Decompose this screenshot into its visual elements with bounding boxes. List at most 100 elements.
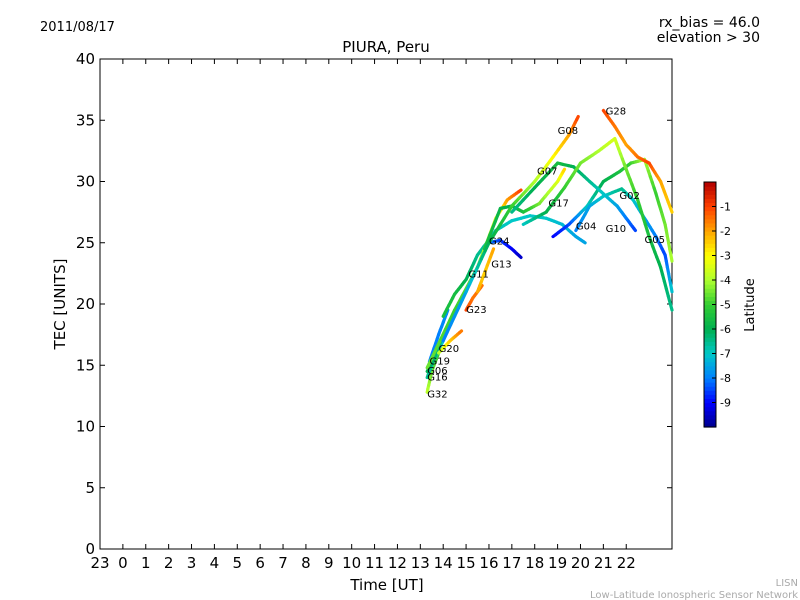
x-tick-label: 23	[90, 554, 109, 572]
colorbar-band	[704, 378, 716, 383]
x-tick-label: 0	[118, 554, 128, 572]
colorbar-band	[704, 373, 716, 379]
colorbar-tick-label: -2	[720, 225, 731, 238]
satellite-label-g17: G17	[548, 198, 568, 209]
colorbar-band	[704, 206, 716, 212]
colorbar-band	[704, 292, 716, 297]
x-tick-label: 21	[594, 554, 613, 572]
colorbar-band	[704, 288, 716, 293]
colorbar-band	[704, 280, 716, 285]
colorbar-band	[704, 300, 716, 306]
series-segment-g07	[434, 337, 443, 351]
series-segment-g07	[443, 318, 452, 331]
footer-network-name: Low-Latitude Ionospheric Sensor Network	[590, 590, 798, 600]
colorbar-band	[704, 337, 716, 342]
elevation-label: elevation > 30	[657, 30, 760, 46]
satellite-label-g07: G07	[537, 167, 557, 178]
colorbar-tick-label: -5	[720, 299, 731, 312]
x-tick-label: 22	[617, 554, 636, 572]
series-segment-g07	[517, 188, 523, 194]
colorbar-band	[704, 198, 716, 204]
series-segment-g07	[430, 346, 438, 360]
colorbar-band	[704, 386, 716, 391]
x-tick-label: 6	[255, 554, 265, 572]
series-segment-g28	[668, 205, 674, 214]
y-tick-label: 25	[76, 234, 95, 252]
x-tick-label: 5	[233, 554, 243, 572]
y-tick-label: 0	[85, 540, 95, 558]
colorbar-band	[704, 341, 716, 346]
y-tick-label: 20	[76, 295, 95, 313]
series-segment-g17	[561, 167, 567, 173]
colorbar-tick-label: -3	[720, 250, 731, 263]
x-tick-label: 10	[342, 554, 361, 572]
colorbar-band	[704, 267, 716, 273]
series-segment-g20	[458, 329, 464, 335]
colorbar-band	[704, 202, 716, 208]
x-tick-label: 2	[164, 554, 174, 572]
colorbar-band	[704, 259, 716, 265]
x-tick-label: 1	[141, 554, 151, 572]
colorbar-band	[704, 418, 716, 424]
colorbar-band	[704, 361, 716, 367]
series-segment-g24	[517, 254, 523, 259]
colorbar-band	[704, 251, 716, 257]
colorbar-band	[704, 308, 716, 314]
colorbar-band	[704, 235, 716, 240]
rx-bias-label: rx_bias = 46.0	[659, 15, 760, 31]
series-segment-g10	[669, 284, 674, 294]
colorbar-band	[704, 210, 716, 216]
colorbar-band	[704, 349, 716, 355]
chart-title: PIURA, Peru	[342, 38, 429, 56]
x-tick-label: 11	[365, 554, 384, 572]
colorbar-band	[704, 357, 716, 363]
colorbar-band	[704, 345, 716, 351]
y-tick-label: 35	[76, 111, 95, 129]
x-tick-label: 20	[571, 554, 590, 572]
colorbar-band	[704, 182, 716, 187]
colorbar-band	[704, 406, 716, 412]
colorbar-band	[704, 329, 716, 334]
x-tick-label: 3	[187, 554, 197, 572]
colorbar-band	[704, 398, 716, 404]
date-label: 2011/08/17	[40, 20, 115, 35]
series-segment-g04	[669, 253, 674, 263]
colorbar-tick-label: -4	[720, 274, 731, 287]
x-axis-label: Time [UT]	[349, 576, 423, 594]
colorbar-band	[704, 186, 716, 191]
colorbar-tick-label: -1	[720, 201, 731, 214]
colorbar-band	[704, 263, 716, 269]
satellite-label-g19: G19	[430, 356, 450, 367]
series-segment-g08	[575, 114, 580, 122]
colorbar-band	[704, 312, 716, 318]
colorbar-band	[704, 239, 716, 244]
colorbar-label: Latitude	[743, 278, 758, 332]
satellite-label-g13: G13	[491, 260, 511, 271]
colorbar-tick-label: -7	[720, 348, 731, 361]
colorbar-band	[704, 320, 716, 326]
series-segment-g07	[448, 308, 457, 322]
y-tick-label: 40	[76, 50, 95, 68]
x-tick-label: 8	[301, 554, 311, 572]
colorbar-band	[704, 275, 716, 281]
x-tick-label: 12	[388, 554, 407, 572]
colorbar-band	[704, 231, 716, 236]
colorbar-band	[704, 365, 716, 371]
colorbar-band	[704, 394, 716, 400]
x-tick-label: 14	[434, 554, 453, 572]
satellite-label-g06: G06	[427, 366, 447, 377]
colorbar-band	[704, 316, 716, 322]
satellite-label-g05: G05	[645, 235, 665, 246]
x-tick-label: 7	[278, 554, 288, 572]
colorbar-band	[704, 226, 716, 232]
colorbar-band	[704, 414, 716, 420]
series-segment-g07	[425, 356, 434, 370]
colorbar-band	[704, 402, 716, 408]
footer-network-short: LISN	[776, 578, 798, 589]
colorbar-band	[704, 218, 716, 224]
colorbar-band	[704, 333, 716, 338]
colorbar-band	[704, 296, 716, 302]
satellite-label-g11: G11	[468, 269, 488, 280]
colorbar-band	[704, 271, 716, 277]
